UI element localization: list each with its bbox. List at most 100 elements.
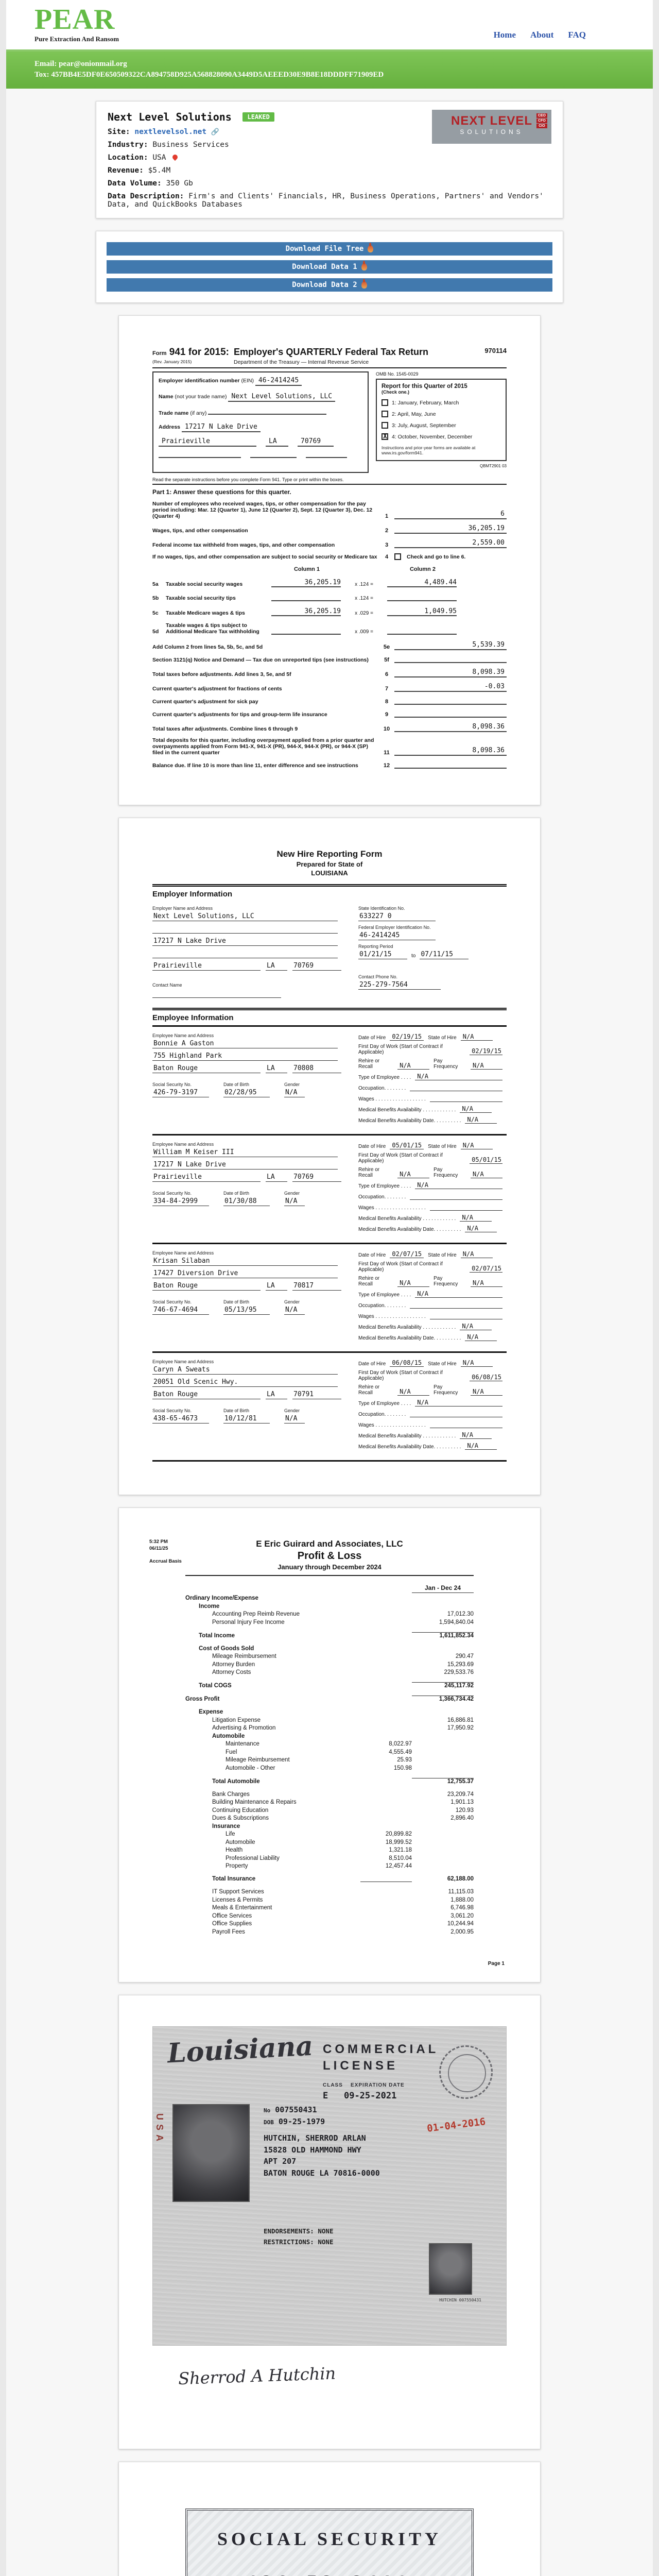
download-button[interactable]: Download File Tree	[107, 242, 552, 256]
license-dob: DOB 09-25-1979	[264, 2116, 325, 2126]
license-signature: Sherrod A Hutchin	[178, 2363, 336, 2389]
pnl-row: Accounting Prep Reimb Revenue 17,012.30	[212, 1611, 474, 1617]
contact-tox: Tox: 457BB4E5DF0E650509322CA894758D925A5…	[34, 71, 384, 79]
company-site: Site: nextlevelsol.net 🔗	[108, 128, 219, 136]
period-to: 07/11/15	[420, 951, 469, 959]
license-number: No 007550431	[264, 2105, 317, 2114]
pnl-row: Income	[199, 1603, 220, 1609]
employee-dob: 05/13/95	[223, 1306, 270, 1315]
pnl-row: Total Automobile 12,755.37	[212, 1777, 474, 1785]
employee-rehire: N/A	[397, 1279, 430, 1287]
company-industry: Industry: Business Services	[108, 141, 229, 149]
print-code: QBMT2901 03	[479, 464, 507, 468]
license-expiration: 09-25-2021	[343, 2091, 397, 2101]
usa-vertical-text: USA	[154, 2113, 165, 2146]
employee-occupation	[410, 1410, 502, 1417]
state-seal-icon	[439, 2045, 493, 2099]
form941-identity-box: Employer identification number (EIN) 46-…	[152, 371, 369, 473]
pnl-scan: 5:32 PM 06/11/25 Accrual Basis E Eric Gu…	[149, 1539, 505, 1967]
employee-medical: N/A	[460, 1431, 492, 1439]
employee-street: 755 Highland Park	[152, 1052, 338, 1061]
pnl-row: Attorney Burden 15,293.69	[212, 1661, 474, 1668]
employee-name: Krisan Silaban	[152, 1257, 338, 1266]
state-id: 633227 0	[358, 912, 436, 921]
company-site-link[interactable]: nextlevelsol.net	[134, 128, 207, 136]
pnl-row: Total COGS 245,117.92	[199, 1682, 474, 1689]
nav-link[interactable]: Home	[493, 30, 516, 40]
license-restrictions: RESTRICTIONS: NONE	[264, 2238, 334, 2246]
employee-zip: 70808	[292, 1064, 341, 1073]
pnl-row: Mileage Reimbursement 25.93	[226, 1757, 412, 1763]
line4-checkbox	[394, 553, 401, 560]
pnl-row: Office Supplies 10,244.94	[212, 1921, 474, 1927]
employee-state-of-hire: N/A	[460, 1359, 493, 1367]
employee-block: Employee Name and Address William M Keis…	[152, 1138, 507, 1244]
pnl-title: Profit & Loss	[297, 1550, 362, 1562]
employer-state: LA	[266, 962, 287, 971]
pnl-time: 5:32 PM	[149, 1539, 168, 1545]
employee-medical: N/A	[460, 1105, 492, 1113]
employee-ssn: 438-65-4673	[152, 1415, 209, 1423]
company-name: Next Level Solutions	[108, 111, 232, 123]
employee-pay-frequency: N/A	[471, 1062, 502, 1070]
form941-line5: 5d Taxable wages & tips subject to Addit…	[152, 622, 507, 635]
employee-medical: N/A	[460, 1323, 492, 1330]
employee-wages	[429, 1420, 502, 1428]
employee-ssn: 334-84-2999	[152, 1197, 209, 1206]
form941-line: Number of employees who received wages, …	[152, 501, 507, 519]
employee-state: LA	[266, 1391, 287, 1399]
pnl-row: Expense	[199, 1709, 223, 1715]
link-icon: 🔗	[211, 128, 219, 136]
employee-pay-frequency: N/A	[471, 1171, 502, 1178]
employee-medical: N/A	[460, 1214, 492, 1222]
pnl-row: Litigation Expense 16,886.81	[212, 1717, 474, 1723]
nav-link[interactable]: FAQ	[568, 30, 586, 40]
employee-type: N/A	[415, 1290, 502, 1298]
issue-stamp-date: 01-04-2016	[426, 2116, 486, 2134]
form941-line: Total taxes after adjustments. Combine l…	[152, 723, 507, 732]
employee-wages	[429, 1203, 502, 1211]
period-from: 01/21/15	[358, 951, 407, 959]
license-photo	[172, 2104, 250, 2202]
form941-title: Employer's QUARTERLY Federal Tax Return	[234, 347, 429, 357]
newhire-card: New Hire Reporting Form Prepared for Sta…	[118, 818, 541, 1495]
pnl-row: Payroll Fees 2,000.95	[212, 1928, 474, 1935]
pnl-company: E Eric Guirard and Associates, LLC	[256, 1539, 403, 1549]
employee-name: William M Keiser III	[152, 1148, 338, 1157]
employee-zip: 70791	[292, 1391, 341, 1399]
nav-link[interactable]: About	[530, 30, 554, 40]
download-button[interactable]: Download Data 1	[107, 260, 552, 274]
employee-type: N/A	[415, 1399, 502, 1406]
omb-number: OMB No. 1545-0029	[376, 371, 419, 377]
employee-gender: N/A	[284, 1415, 305, 1423]
employee-dob: 10/12/81	[223, 1415, 270, 1423]
employee-pay-frequency: N/A	[471, 1279, 502, 1287]
logo-chip: CFO	[536, 118, 547, 123]
state-value: LA	[266, 437, 288, 447]
page: PEAR Pure Extraction And Ransom Home Abou…	[6, 0, 653, 2576]
employee-pay-frequency: N/A	[471, 1388, 502, 1396]
employee-rehire: N/A	[397, 1388, 430, 1396]
license-card: Louisiana COMMERCIAL LICENSE CLASS EXPIR…	[118, 1995, 541, 2449]
pnl-row: Attorney Costs 229,533.76	[212, 1669, 474, 1675]
flame-icon	[361, 279, 367, 289]
employee-medical-date: N/A	[465, 1116, 497, 1124]
form941-line: Section 3121(q) Notice and Demand — Tax …	[152, 655, 507, 663]
column1-header: Column 1	[293, 566, 320, 572]
pnl-row: Fuel 4,555.49	[226, 1749, 412, 1755]
employee-ssn: 426-79-3197	[152, 1089, 209, 1097]
pnl-row: Meals & Entertainment 6,746.98	[212, 1905, 474, 1911]
form941-line: Total taxes before adjustments. Add line…	[152, 668, 507, 677]
zip-value: 70769	[298, 437, 334, 447]
employee-state-of-hire: N/A	[460, 1142, 493, 1149]
company-data-description: Data Description: Firm's and Clients' Fi…	[108, 192, 544, 209]
logo-chip: CIO	[536, 124, 547, 128]
form941-line: Balance due. If line 10 is more than lin…	[152, 761, 507, 769]
download-button[interactable]: Download Data 2	[107, 278, 552, 292]
contact-email: Email: pear@onionmail.org	[34, 60, 127, 68]
pnl-row: Advertising & Promotion 17,950.92	[212, 1725, 474, 1731]
employee-wages	[429, 1312, 502, 1319]
form941-line: Federal income tax withheld from wages, …	[152, 539, 507, 548]
pnl-row: Gross Profit 1,366,734.42	[185, 1696, 474, 1702]
pnl-row: Bank Charges 23,209.74	[212, 1791, 474, 1798]
